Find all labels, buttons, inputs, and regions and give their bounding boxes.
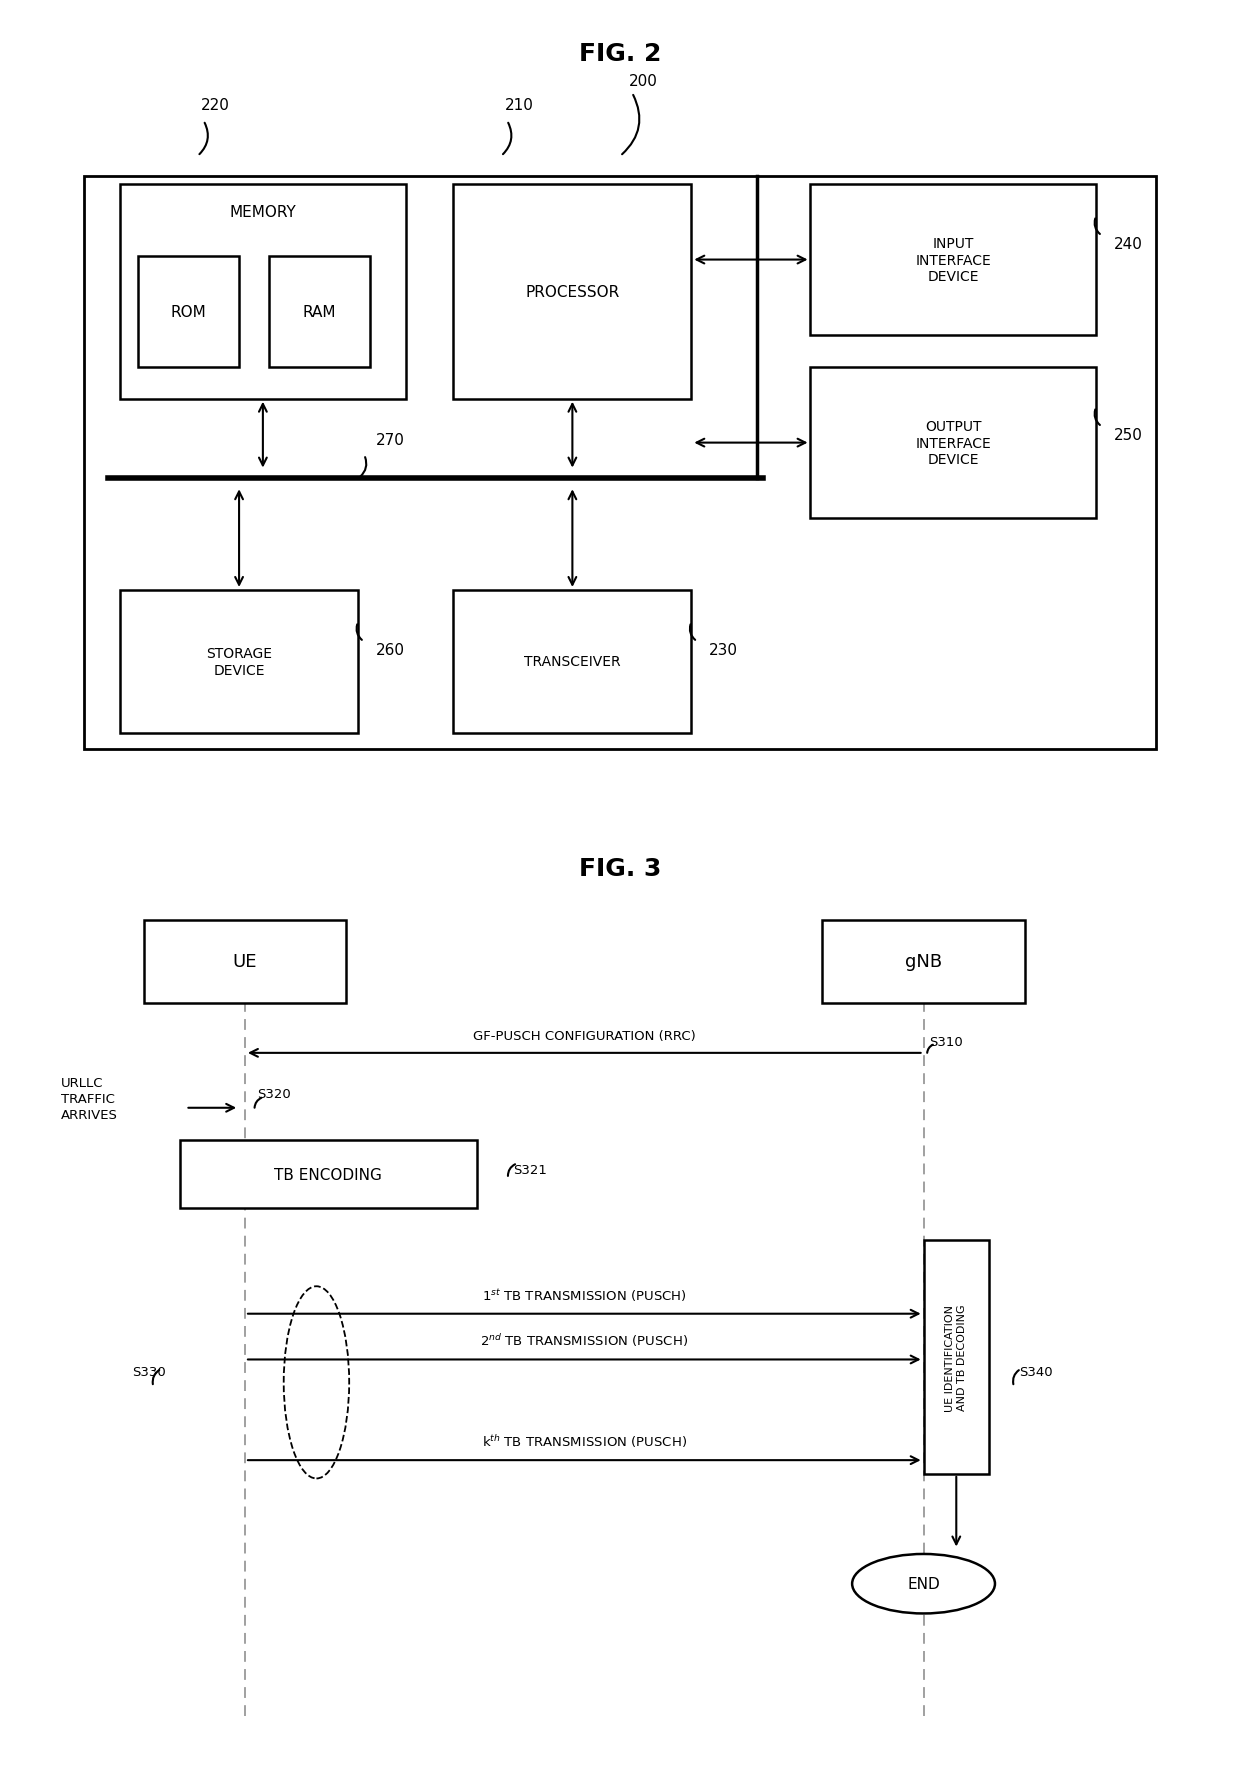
Text: STORAGE
DEVICE: STORAGE DEVICE xyxy=(206,646,272,676)
Text: 240: 240 xyxy=(1114,237,1143,253)
Text: 2$^{nd}$ TB TRANSMISSION (PUSCH): 2$^{nd}$ TB TRANSMISSION (PUSCH) xyxy=(480,1331,688,1349)
Bar xyxy=(180,1141,477,1209)
Text: OUTPUT
INTERFACE
DEVICE: OUTPUT INTERFACE DEVICE xyxy=(915,420,991,466)
Text: S320: S320 xyxy=(257,1088,290,1100)
Bar xyxy=(454,591,692,733)
Bar xyxy=(454,185,692,400)
Text: 250: 250 xyxy=(1114,427,1143,443)
Text: 270: 270 xyxy=(376,433,404,447)
Text: 230: 230 xyxy=(709,643,738,657)
Text: GF-PUSCH CONFIGURATION (RRC): GF-PUSCH CONFIGURATION (RRC) xyxy=(472,1029,696,1043)
Text: UE IDENTIFICATION
AND TB DECODING: UE IDENTIFICATION AND TB DECODING xyxy=(945,1305,967,1412)
Text: ROM: ROM xyxy=(171,304,206,320)
Bar xyxy=(120,591,358,733)
Text: S340: S340 xyxy=(1019,1365,1053,1378)
Text: 210: 210 xyxy=(505,98,533,114)
Text: TB ENCODING: TB ENCODING xyxy=(274,1168,382,1182)
Text: S310: S310 xyxy=(930,1036,963,1048)
Bar xyxy=(120,185,405,400)
Text: TRANSCEIVER: TRANSCEIVER xyxy=(525,655,621,669)
Ellipse shape xyxy=(852,1554,994,1613)
Text: UE: UE xyxy=(233,952,257,970)
Text: URLLC
TRAFFIC
ARRIVES: URLLC TRAFFIC ARRIVES xyxy=(61,1077,118,1121)
Text: FIG. 3: FIG. 3 xyxy=(579,856,661,881)
Text: S330: S330 xyxy=(131,1365,166,1378)
Bar xyxy=(811,368,1096,520)
Text: 220: 220 xyxy=(201,98,229,114)
Text: gNB: gNB xyxy=(905,952,942,970)
Text: 260: 260 xyxy=(376,643,405,657)
Text: 200: 200 xyxy=(630,75,658,89)
Bar xyxy=(924,1241,990,1474)
Text: S321: S321 xyxy=(513,1164,547,1177)
Bar xyxy=(84,176,1156,749)
Text: 1$^{st}$ TB TRANSMISSION (PUSCH): 1$^{st}$ TB TRANSMISSION (PUSCH) xyxy=(482,1287,687,1303)
Text: k$^{th}$ TB TRANSMISSION (PUSCH): k$^{th}$ TB TRANSMISSION (PUSCH) xyxy=(482,1433,687,1449)
Bar xyxy=(269,256,370,368)
Text: RAM: RAM xyxy=(303,304,336,320)
Text: INPUT
INTERFACE
DEVICE: INPUT INTERFACE DEVICE xyxy=(915,237,991,283)
Bar xyxy=(138,256,239,368)
Bar xyxy=(822,920,1024,1002)
Text: FIG. 2: FIG. 2 xyxy=(579,41,661,66)
Bar xyxy=(144,920,346,1002)
Text: END: END xyxy=(908,1577,940,1591)
Bar xyxy=(811,185,1096,336)
Text: MEMORY: MEMORY xyxy=(229,205,296,219)
Text: PROCESSOR: PROCESSOR xyxy=(526,285,620,299)
